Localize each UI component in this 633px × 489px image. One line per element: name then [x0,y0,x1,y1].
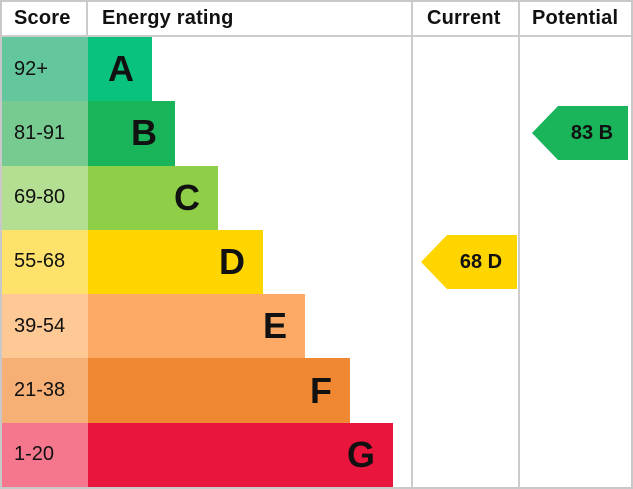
rating-bar: B [88,101,175,166]
header-potential: Potential [518,2,631,35]
rating-cell: A [88,37,411,102]
band-row: 81-91 B [2,101,631,166]
potential-column-cell [518,37,631,102]
score-range: 81-91 [14,121,66,144]
rating-bar: F [88,358,350,423]
score-range: 55-68 [14,250,66,273]
header-score: Score [2,2,88,35]
score-range: 21-38 [14,379,66,402]
potential-column-cell [518,101,631,166]
band-row: 69-80 C [2,165,631,230]
current-column-cell [411,165,518,230]
score-cell: 21-38 [2,358,88,423]
score-range: 1-20 [14,443,55,466]
band-letter: E [262,305,287,347]
rating-cell: D [88,229,411,295]
current-column-cell [411,422,518,487]
current-column-cell [411,101,518,166]
header-row: Score Energy rating Current Potential [2,2,631,37]
current-column-cell [411,37,518,102]
potential-column-cell [518,422,631,487]
rating-cell: E [88,294,411,359]
band-row: 1-20 G [2,422,631,487]
current-column-cell [411,358,518,423]
rating-bar: D [88,229,263,295]
rating-cell: B [88,101,411,166]
current-rating-label: 68 D [459,250,503,273]
band-letter: C [174,176,200,218]
band-row: 21-38 F [2,358,631,423]
band-row: 55-68 D [2,229,631,295]
potential-column-cell [518,165,631,230]
band-letter: D [219,240,245,282]
potential-column-cell [518,294,631,359]
score-cell: 81-91 [2,101,88,166]
current-column-cell [411,294,518,359]
score-cell: 69-80 [2,165,88,230]
band-letter: G [346,433,375,475]
rating-bar: C [88,165,218,230]
score-range: 39-54 [14,314,66,337]
header-current: Current [411,2,518,35]
rating-cell: G [88,422,411,487]
header-energy-rating: Energy rating [102,7,234,29]
potential-column-cell [518,229,631,295]
rating-bar: E [88,294,305,359]
band-row: 92+ A [2,37,631,102]
score-range: 92+ [14,57,48,80]
rating-bar: G [88,422,393,487]
score-cell: 92+ [2,37,88,102]
rating-cell: F [88,358,411,423]
score-cell: 1-20 [2,422,88,487]
band-letter: F [310,369,332,411]
band-letter: B [131,112,157,154]
band-rows: 92+ A 81-91 B 69-80 [2,37,631,487]
score-cell: 55-68 [2,229,88,295]
band-row: 39-54 E [2,294,631,359]
score-range: 69-80 [14,186,66,209]
band-letter: A [108,48,134,90]
current-column-cell [411,229,518,295]
potential-rating-label: 83 B [570,121,614,144]
potential-column-cell [518,358,631,423]
score-cell: 39-54 [2,294,88,359]
rating-bar: A [88,37,152,102]
rating-cell: C [88,165,411,230]
